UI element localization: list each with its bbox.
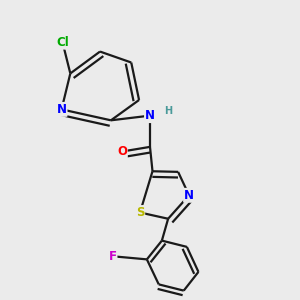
Text: F: F <box>109 250 116 263</box>
Text: Cl: Cl <box>56 36 69 49</box>
Text: S: S <box>136 206 144 219</box>
Text: N: N <box>145 109 155 122</box>
Text: H: H <box>164 106 172 116</box>
Text: N: N <box>57 103 67 116</box>
Text: O: O <box>117 145 127 158</box>
Text: N: N <box>184 189 194 202</box>
